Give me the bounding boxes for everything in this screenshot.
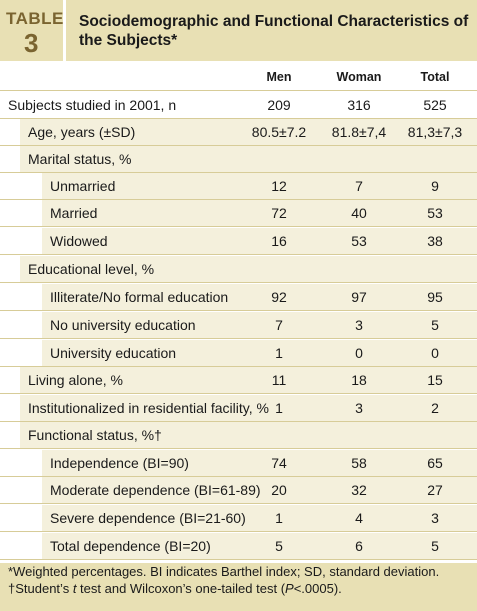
row-label: Married <box>50 205 98 221</box>
cell-men: 16 <box>271 233 287 249</box>
cell-total: 95 <box>427 289 443 305</box>
cell-total: 3 <box>431 510 439 526</box>
cell-total: 65 <box>427 455 443 471</box>
cell-men: 74 <box>271 455 287 471</box>
row-label: Unmarried <box>50 178 116 194</box>
row-label: Age, years (±SD) <box>28 124 136 140</box>
table-row: Educational level, % <box>0 256 477 283</box>
cell-men: 12 <box>271 178 287 194</box>
table-row: Illiterate/No formal education 92 97 95 <box>0 284 477 311</box>
table-footnotes: *Weighted percentages. BI indicates Bart… <box>0 563 477 611</box>
cell-men: 72 <box>271 205 287 221</box>
cell-woman: 81.8±7,4 <box>331 124 387 140</box>
row-label: University education <box>50 345 177 361</box>
table-row: Institutionalized in residential facilit… <box>0 395 477 422</box>
table-label: TABLE <box>6 9 64 28</box>
cell-woman: 97 <box>351 289 367 305</box>
cell-men: 92 <box>271 289 287 305</box>
table-row: Total dependence (BI=20) 5 6 5 <box>0 533 477 560</box>
cell-total: 53 <box>427 205 443 221</box>
cell-woman: 53 <box>351 233 367 249</box>
footnote-1: *Weighted percentages. BI indicates Bart… <box>8 564 440 579</box>
row-label: Widowed <box>50 233 108 249</box>
cell-total: 15 <box>427 372 443 388</box>
cell-woman: 4 <box>355 510 363 526</box>
row-label: Moderate dependence (BI=61-89) <box>50 482 261 498</box>
row-label: Total dependence (BI=20) <box>50 538 211 554</box>
cell-total: 5 <box>431 317 439 333</box>
row-label: Illiterate/No formal education <box>50 289 229 305</box>
cell-woman: 40 <box>351 205 367 221</box>
table-header: TABLE 3 Sociodemographic and Functional … <box>0 0 477 61</box>
cell-men: 5 <box>275 538 283 554</box>
cell-woman: 6 <box>355 538 363 554</box>
cell-total: 38 <box>427 233 443 249</box>
cell-total: 5 <box>431 538 439 554</box>
table-title: Sociodemographic and Functional Characte… <box>79 13 469 49</box>
table-row: Widowed 16 53 38 <box>0 228 477 255</box>
cell-woman: 58 <box>351 455 367 471</box>
table-row: Married 72 40 53 <box>0 200 477 227</box>
cell-woman: 3 <box>355 317 363 333</box>
row-label: Institutionalized in residential facilit… <box>28 400 269 416</box>
cell-woman: 0 <box>355 345 363 361</box>
cell-men: 11 <box>271 372 287 388</box>
column-header-woman: Woman <box>336 70 382 84</box>
cell-men: 80.5±7.2 <box>251 124 307 140</box>
table-row: No university education 7 3 5 <box>0 312 477 339</box>
row-label: Subjects studied in 2001, n <box>8 97 177 113</box>
cell-men: 1 <box>275 400 283 416</box>
row-label: Functional status, %† <box>28 427 162 443</box>
cell-woman: 7 <box>355 178 363 194</box>
cell-woman: 18 <box>351 372 367 388</box>
cell-men: 1 <box>275 510 283 526</box>
cell-men: 209 <box>267 97 291 113</box>
cell-woman: 316 <box>347 97 371 113</box>
cell-woman: 3 <box>355 400 363 416</box>
row-label: Marital status, % <box>28 151 132 167</box>
row-label: Severe dependence (BI=21-60) <box>50 510 246 526</box>
cell-total: 525 <box>423 97 447 113</box>
table-row: Moderate dependence (BI=61-89) 20 32 27 <box>0 477 477 504</box>
cell-total: 27 <box>427 482 443 498</box>
table-row: Severe dependence (BI=21-60) 1 4 3 <box>0 505 477 532</box>
table-row: Age, years (±SD) 80.5±7.2 81.8±7,4 81,3±7,3 <box>0 119 477 146</box>
cell-total: 9 <box>431 178 439 194</box>
table-row: Subjects studied in 2001, n 209 316 525 <box>0 92 477 119</box>
table-number: 3 <box>24 28 39 58</box>
column-header-total: Total <box>420 70 450 84</box>
row-label: Independence (BI=90) <box>50 455 189 471</box>
cell-total: 81,3±7,3 <box>407 124 463 140</box>
cell-woman: 32 <box>351 482 367 498</box>
table-row: Living alone, % 11 18 15 <box>0 367 477 394</box>
table-row: University education 1 0 0 <box>0 340 477 367</box>
column-header-men: Men <box>266 70 292 84</box>
cell-men: 20 <box>271 482 287 498</box>
cell-total: 2 <box>431 400 439 416</box>
row-label: Living alone, % <box>28 372 123 388</box>
cell-total: 0 <box>431 345 439 361</box>
row-label: No university education <box>50 317 196 333</box>
table-tag: TABLE 3 <box>0 0 66 61</box>
cell-men: 7 <box>275 317 283 333</box>
footnote-2: †Student’s t test and Wilcoxon’s one-tai… <box>8 581 342 596</box>
table-row: Independence (BI=90) 74 58 65 <box>0 450 477 477</box>
row-label: Educational level, % <box>28 261 155 277</box>
table-row: Marital status, % <box>0 146 477 173</box>
table-row: Unmarried 12 7 9 <box>0 173 477 200</box>
column-header-row: Men Woman Total <box>0 64 477 91</box>
cell-men: 1 <box>275 345 283 361</box>
table-row: Functional status, %† <box>0 422 477 449</box>
